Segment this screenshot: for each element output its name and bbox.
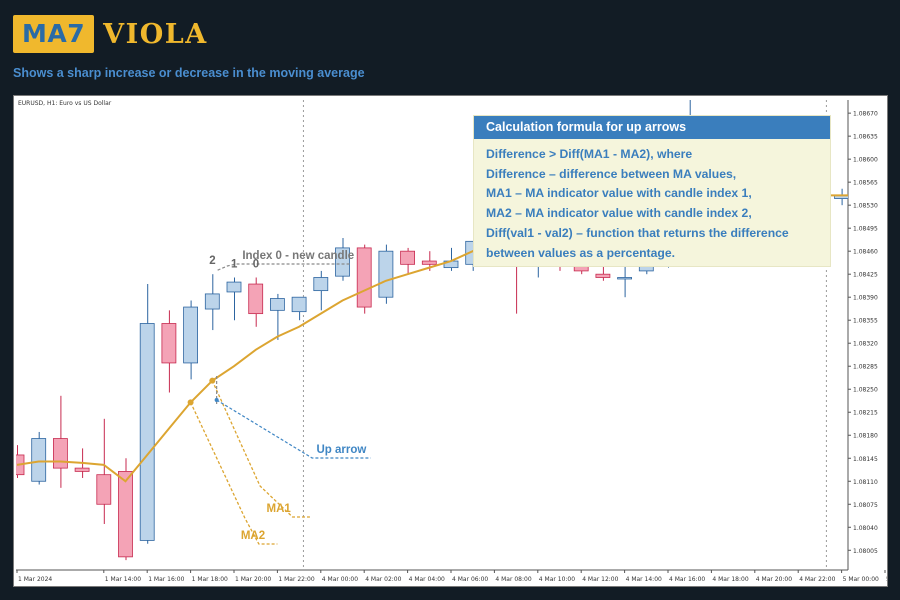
price-tick-label: 1.08460 [853, 249, 878, 256]
price-tick-label: 1.08600 [853, 157, 878, 164]
candle-bear [248, 283, 264, 315]
time-tick-label: 4 Mar 22:00 [799, 576, 835, 583]
price-tick-label: 1.08110 [853, 479, 878, 486]
price-tick-label: 1.08075 [853, 502, 878, 509]
time-tick-label: 4 Mar 04:00 [409, 576, 445, 583]
info-line: MA1 – MA indicator value with candle ind… [486, 186, 752, 201]
time-tick-label: 4 Mar 12:00 [582, 576, 618, 583]
candle-index-label: 1 [231, 258, 238, 270]
time-tick-label: 1 Mar 18:00 [192, 576, 228, 583]
price-tick-label: 1.08565 [853, 180, 878, 187]
brand-logo: MA7 VIOLA [13, 15, 208, 53]
price-tick-label: 1.08390 [853, 295, 878, 302]
time-tick-label: 5 Mar 00:00 [843, 576, 879, 583]
candle-bull [378, 250, 394, 298]
candle-bear [400, 250, 416, 265]
formula-info-box: Calculation formula for up arrows Differ… [474, 116, 830, 266]
price-tick-label: 1.08145 [853, 456, 878, 463]
price-tick-label: 1.08670 [853, 111, 878, 118]
time-tick-label: 1 Mar 14:00 [105, 576, 141, 583]
info-line: MA2 – MA indicator value with candle ind… [486, 206, 752, 221]
candle-bear [53, 438, 68, 469]
time-tick-label: 4 Mar 20:00 [756, 576, 792, 583]
time-tick-label: 1 Mar 20:00 [235, 576, 271, 583]
time-tick-label: 4 Mar 16:00 [669, 576, 705, 583]
up-arrow-leader [216, 399, 371, 459]
ma2-leader [190, 402, 278, 545]
info-line: Diff(val1 - val2) – function that return… [486, 225, 789, 240]
info-line: Difference – difference between MA value… [486, 166, 737, 181]
candle-bear [118, 470, 133, 558]
price-tick-label: 1.08635 [853, 134, 878, 141]
time-tick-label: 5 Mar 02:00 [886, 576, 887, 583]
new-candle-leader [217, 263, 352, 271]
candle-bull [226, 281, 242, 293]
candle-bull [31, 438, 47, 482]
candle-bear [96, 474, 112, 505]
price-tick-label: 1.08355 [853, 318, 878, 325]
ma1-label: MA1 [267, 503, 292, 515]
up-arrow-label: Up arrow [316, 444, 366, 456]
price-tick-label: 1.08285 [853, 364, 878, 371]
candle-bull [291, 296, 307, 313]
candle-bear [421, 260, 437, 265]
candle-bear [595, 273, 611, 278]
price-tick-label: 1.08180 [853, 433, 878, 440]
price-tick-label: 1.08215 [853, 410, 878, 417]
info-box-body: Difference > Diff(MA1 - MA2), where Diff… [474, 139, 830, 263]
time-tick-label: 4 Mar 10:00 [539, 576, 575, 583]
candle-bear [856, 195, 870, 202]
price-tick-label: 1.08005 [853, 548, 878, 555]
time-tick-label: 1 Mar 16:00 [148, 576, 184, 583]
candle-bear [356, 247, 372, 308]
candle-bull [204, 293, 220, 310]
time-tick-label: 4 Mar 02:00 [365, 576, 401, 583]
brand-badge: MA7 [13, 15, 95, 53]
page-subtitle: Shows a sharp increase or decrease in th… [13, 66, 365, 80]
candle-index-label: 0 [253, 258, 259, 270]
time-tick-label: 1 Mar 22:00 [278, 576, 314, 583]
time-tick-label: 4 Mar 18:00 [712, 576, 748, 583]
candle-bull [617, 277, 632, 280]
price-tick-label: 1.08250 [853, 387, 878, 394]
time-tick-label: 1 Mar 2024 [18, 576, 52, 583]
price-tick-label: 1.08530 [853, 203, 878, 210]
candle-index-label: 2 [209, 255, 215, 267]
candle-bear [161, 323, 177, 364]
candle-bear [878, 202, 887, 209]
time-tick-label: 4 Mar 06:00 [452, 576, 488, 583]
time-tick-label: 4 Mar 00:00 [322, 576, 358, 583]
time-tick-label: 4 Mar 08:00 [495, 576, 531, 583]
ma1-leader [211, 380, 310, 518]
candle-bull [313, 277, 329, 292]
candle-bull [335, 247, 350, 277]
time-tick-label: 4 Mar 14:00 [626, 576, 662, 583]
candle-bear [74, 467, 90, 472]
ma2-label: MA2 [241, 530, 265, 542]
symbol-label: EURUSD, H1: Euro vs US Dollar [18, 100, 112, 107]
price-tick-label: 1.08040 [853, 525, 878, 532]
price-tick-label: 1.08495 [853, 226, 878, 233]
candle-bull [269, 298, 285, 311]
new-candle-label: Index 0 - new candle [242, 250, 354, 262]
info-line: between values as a percentage. [486, 245, 675, 260]
brand-name: VIOLA [103, 18, 208, 50]
candle-bull [139, 323, 155, 541]
price-tick-label: 1.08425 [853, 272, 878, 279]
info-box-title: Calculation formula for up arrows [474, 116, 830, 139]
candle-bull [183, 306, 199, 364]
info-line: Difference > Diff(MA1 - MA2), where [486, 147, 693, 161]
price-tick-label: 1.08320 [853, 341, 878, 348]
